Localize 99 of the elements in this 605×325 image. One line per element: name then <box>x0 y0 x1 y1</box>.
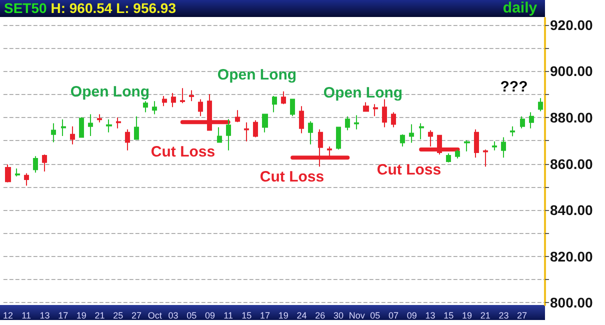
x-tick-label: 13 <box>425 310 436 320</box>
candlestick <box>106 118 112 133</box>
x-tick-label: 09 <box>204 310 215 320</box>
candlestick <box>446 152 451 163</box>
candlestick <box>474 128 479 158</box>
x-tick-label: 11 <box>22 310 32 320</box>
x-tick-label: 07 <box>388 310 399 320</box>
y-tick-label: 880.00 <box>550 110 594 126</box>
candlestick <box>290 98 295 117</box>
candlestick <box>501 136 506 158</box>
candlestick <box>162 96 167 107</box>
y-tick-label: 920.00 <box>550 16 594 33</box>
y-tick-label: 820.00 <box>550 248 594 264</box>
candlestick <box>529 112 534 129</box>
x-tick-label: Nov <box>348 310 366 320</box>
candlestick <box>244 122 249 142</box>
candlestick <box>345 116 350 131</box>
x-tick-label: 05 <box>370 310 380 320</box>
candlestick <box>262 114 268 133</box>
candlestick <box>125 128 130 151</box>
annotation: Cut Loss <box>260 168 324 186</box>
x-tick-label: 19 <box>462 310 472 320</box>
candlestick <box>24 172 29 186</box>
candlestick <box>33 156 38 174</box>
candlestick <box>253 120 258 138</box>
candlestick <box>299 106 304 134</box>
y-tick-label: 860.00 <box>550 156 594 172</box>
candlestick <box>520 116 525 129</box>
annotation: Open Long <box>323 84 403 102</box>
candlestick <box>180 88 185 104</box>
candlestick <box>189 90 194 102</box>
candlestick <box>492 140 497 151</box>
x-tick-label: 17 <box>58 310 68 320</box>
annotation: Open Long <box>217 66 297 84</box>
candlestick <box>51 122 56 143</box>
y-tick-label: 900.00 <box>550 63 594 80</box>
x-tick-label: 03 <box>168 310 178 320</box>
candlestick <box>308 120 313 145</box>
x-tick-label: 13 <box>40 310 50 320</box>
candlestick <box>455 148 460 159</box>
x-tick-label: 17 <box>260 310 270 320</box>
x-tick-label: 27 <box>132 310 142 320</box>
x-tick-label: 24 <box>296 310 307 320</box>
candlestick <box>15 168 20 177</box>
x-tick-label: 12 <box>2 310 13 320</box>
candlestick <box>391 112 396 128</box>
candlestick <box>198 98 203 117</box>
candlestick <box>281 90 286 105</box>
candlestick <box>97 114 102 123</box>
candlestick <box>538 98 543 112</box>
x-tick-label: 15 <box>444 310 454 320</box>
candlestick <box>5 164 11 183</box>
candlestick <box>143 100 148 113</box>
x-tick-label: 19 <box>278 310 288 320</box>
candlestick <box>510 126 515 137</box>
y-tick-label: 840.00 <box>550 202 594 218</box>
y-tick-label: 800.00 <box>550 294 594 311</box>
candlestick <box>116 117 121 129</box>
candlestick <box>152 100 157 115</box>
candlestick <box>336 126 341 150</box>
annotation: Cut Loss <box>376 162 442 178</box>
x-tick-label: 05 <box>186 310 197 320</box>
x-tick-label: 27 <box>517 310 528 320</box>
candlestick <box>79 116 84 138</box>
candlestick <box>217 126 222 143</box>
annotation: ??? <box>500 78 528 96</box>
candlestick <box>42 154 47 172</box>
annotation: Open Long <box>70 84 150 100</box>
candlestick <box>61 118 66 137</box>
candlestick <box>88 114 93 137</box>
x-tick-label: 15 <box>242 310 252 320</box>
candlestick <box>272 96 277 113</box>
candlestick <box>419 122 424 140</box>
x-tick-label: 19 <box>76 310 86 320</box>
candlestick <box>70 126 75 145</box>
x-tick-label: 11 <box>224 310 233 320</box>
candlestick <box>483 148 488 168</box>
annotation: Cut Loss <box>150 144 216 160</box>
candlestick <box>409 124 414 144</box>
candlestick <box>226 118 231 151</box>
chart-subtitle: H: 960.54 L: 956.93 <box>50 0 176 16</box>
candlestick <box>134 116 139 140</box>
x-tick-label: 25 <box>113 310 124 320</box>
x-tick-label: 21 <box>480 310 490 320</box>
candlestick <box>171 92 176 108</box>
x-tick-label: 21 <box>94 310 105 320</box>
candlestick <box>363 102 369 112</box>
x-tick-label: 09 <box>406 310 417 320</box>
candlestick <box>354 114 359 130</box>
candlestick <box>235 110 240 123</box>
candlestick <box>373 104 378 117</box>
candlestick <box>464 140 470 152</box>
x-tick-label: 23 <box>498 310 509 320</box>
candlestick <box>400 134 405 147</box>
x-tick-label: 26 <box>315 310 326 320</box>
x-tick-label: 30 <box>333 310 344 320</box>
chart-title: SET50 <box>4 0 47 16</box>
x-tick-label: Oct <box>148 310 162 320</box>
text: daily <box>502 0 538 16</box>
